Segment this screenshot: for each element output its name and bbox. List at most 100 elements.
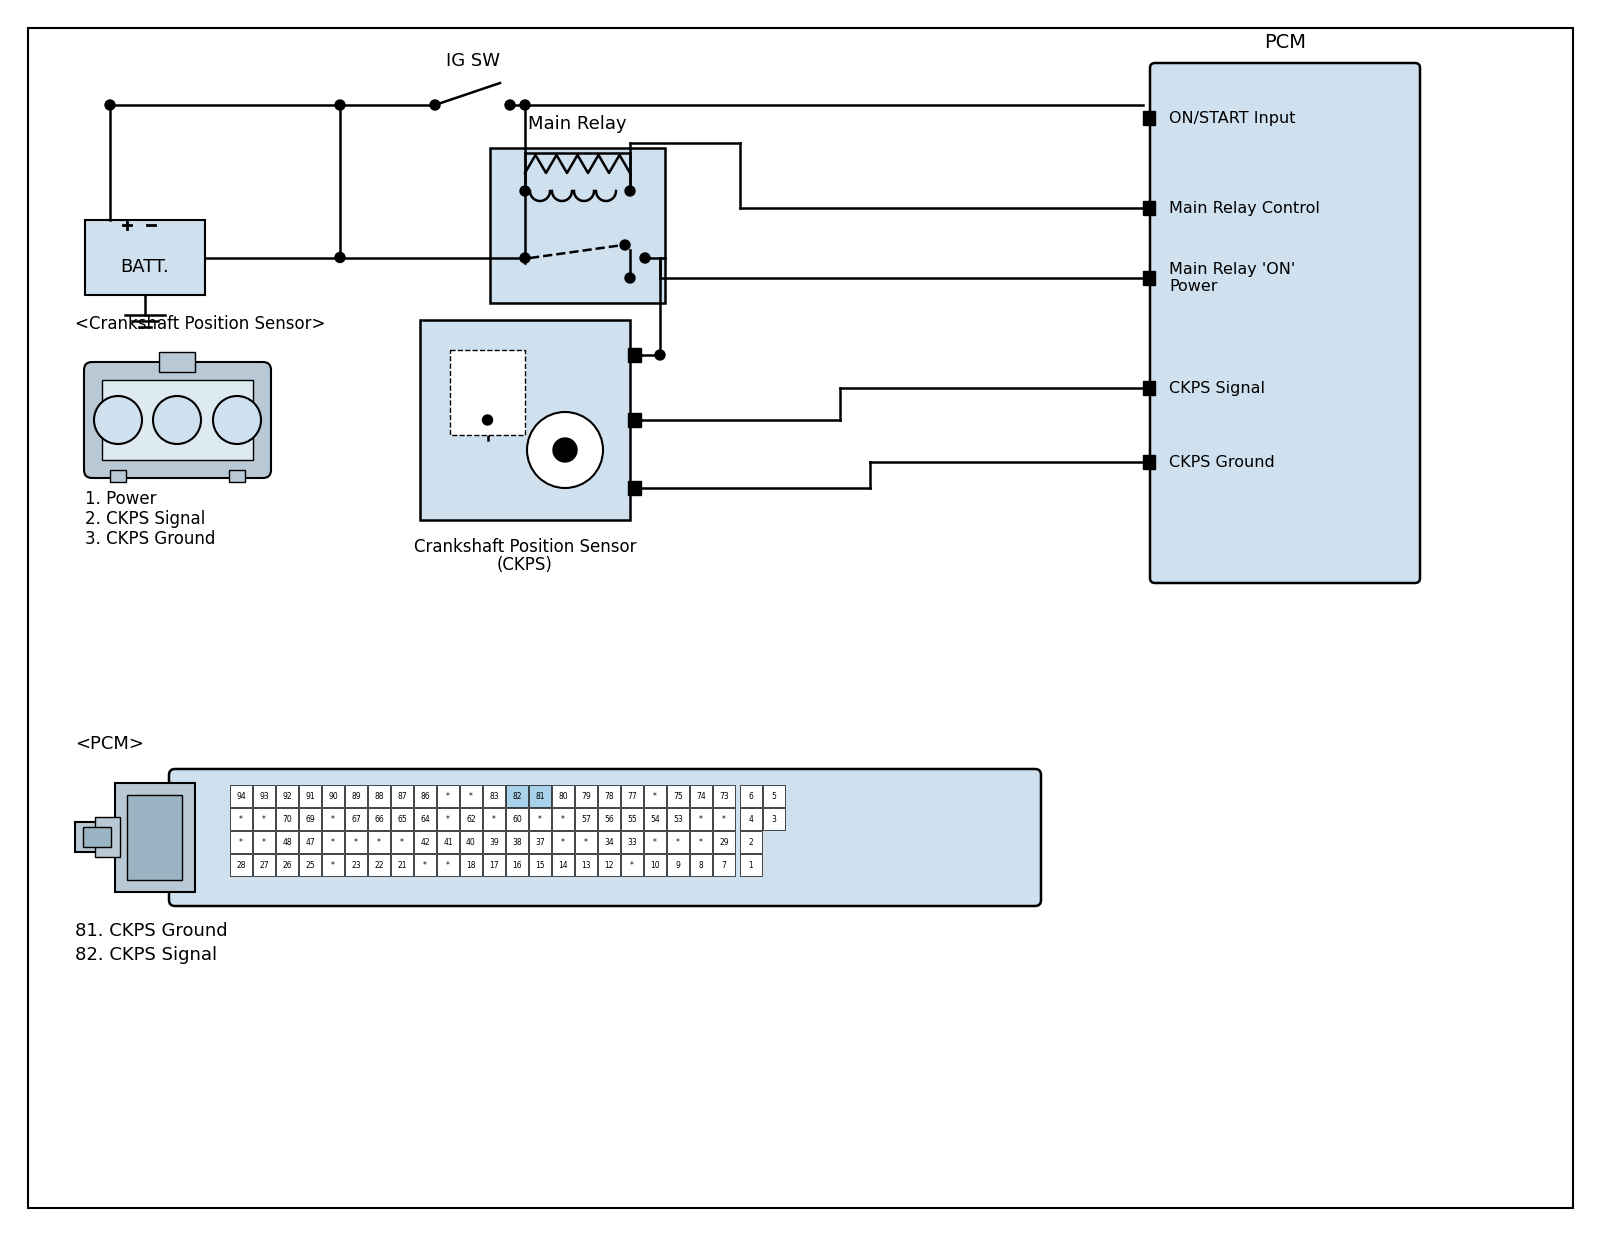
Bar xyxy=(253,808,275,831)
Bar xyxy=(739,854,762,876)
Bar xyxy=(490,148,666,303)
Text: CKPS Ground: CKPS Ground xyxy=(1170,455,1275,470)
Text: 92: 92 xyxy=(282,791,291,801)
Bar xyxy=(115,782,195,892)
Bar xyxy=(368,831,390,853)
Text: 91: 91 xyxy=(306,791,315,801)
Text: 74: 74 xyxy=(696,791,706,801)
Text: 18: 18 xyxy=(466,860,475,869)
Bar xyxy=(346,831,366,853)
Text: 13: 13 xyxy=(581,860,590,869)
Bar xyxy=(1142,381,1155,396)
Bar xyxy=(277,785,298,807)
Text: 82: 82 xyxy=(512,791,522,801)
Text: 21: 21 xyxy=(397,860,406,869)
Text: CKPS Signal: CKPS Signal xyxy=(1170,381,1266,396)
Circle shape xyxy=(626,185,635,197)
Bar xyxy=(621,831,643,853)
Bar xyxy=(627,349,642,362)
Bar xyxy=(322,808,344,831)
Circle shape xyxy=(334,100,346,110)
Bar xyxy=(763,808,786,831)
Bar xyxy=(552,831,574,853)
FancyBboxPatch shape xyxy=(83,362,270,478)
Bar xyxy=(437,785,459,807)
Text: 42: 42 xyxy=(421,838,430,847)
Text: 89: 89 xyxy=(350,791,362,801)
Text: 93: 93 xyxy=(259,791,269,801)
Bar xyxy=(419,320,630,520)
Bar xyxy=(230,831,253,853)
Text: 48: 48 xyxy=(282,838,291,847)
Bar xyxy=(714,785,734,807)
Text: 38: 38 xyxy=(512,838,522,847)
Text: *: * xyxy=(400,838,403,847)
Bar xyxy=(506,831,528,853)
Circle shape xyxy=(506,100,515,110)
Text: 41: 41 xyxy=(443,838,453,847)
Bar xyxy=(574,785,597,807)
Bar xyxy=(552,854,574,876)
Bar xyxy=(414,808,435,831)
Text: *: * xyxy=(538,815,542,823)
Bar xyxy=(461,854,482,876)
Text: *: * xyxy=(378,838,381,847)
Bar xyxy=(368,785,390,807)
Bar xyxy=(414,831,435,853)
Bar xyxy=(414,854,435,876)
Bar xyxy=(530,831,550,853)
Bar xyxy=(552,785,574,807)
Bar xyxy=(667,854,690,876)
Bar xyxy=(483,831,506,853)
Bar xyxy=(574,854,597,876)
Bar xyxy=(574,808,597,831)
Text: 67: 67 xyxy=(350,815,362,823)
Text: 2. CKPS Signal: 2. CKPS Signal xyxy=(85,510,205,528)
Bar xyxy=(1142,455,1155,468)
Bar xyxy=(483,854,506,876)
Bar xyxy=(667,785,690,807)
Bar xyxy=(1142,111,1155,125)
Bar xyxy=(229,470,245,482)
Bar xyxy=(346,785,366,807)
Text: 23: 23 xyxy=(350,860,362,869)
Bar xyxy=(621,808,643,831)
Text: (CKPS): (CKPS) xyxy=(498,556,554,574)
Text: <Crankshaft Position Sensor>: <Crankshaft Position Sensor> xyxy=(75,315,325,332)
Text: *: * xyxy=(446,791,450,801)
Text: 80: 80 xyxy=(558,791,568,801)
Circle shape xyxy=(654,350,666,360)
Circle shape xyxy=(640,253,650,263)
Bar xyxy=(437,808,459,831)
Text: 25: 25 xyxy=(306,860,315,869)
Text: *: * xyxy=(653,791,658,801)
Bar xyxy=(230,808,253,831)
Text: 47: 47 xyxy=(306,838,315,847)
Text: 37: 37 xyxy=(534,838,546,847)
Text: 40: 40 xyxy=(466,838,475,847)
Bar xyxy=(277,808,298,831)
Text: *: * xyxy=(262,815,266,823)
Text: 7: 7 xyxy=(722,860,726,869)
Text: 79: 79 xyxy=(581,791,590,801)
Bar xyxy=(253,831,275,853)
Circle shape xyxy=(483,415,493,425)
Text: 5: 5 xyxy=(771,791,776,801)
Bar xyxy=(299,831,322,853)
Bar xyxy=(437,854,459,876)
Text: PCM: PCM xyxy=(1264,33,1306,52)
Text: *: * xyxy=(630,860,634,869)
Bar xyxy=(621,854,643,876)
Bar xyxy=(322,854,344,876)
Text: Main Relay: Main Relay xyxy=(528,115,627,133)
Bar xyxy=(83,827,110,847)
Bar xyxy=(643,785,666,807)
Bar xyxy=(714,854,734,876)
Bar xyxy=(253,854,275,876)
Text: 22: 22 xyxy=(374,860,384,869)
Text: *: * xyxy=(354,838,358,847)
Text: 62: 62 xyxy=(466,815,475,823)
Circle shape xyxy=(554,438,578,462)
Bar xyxy=(530,808,550,831)
Bar xyxy=(461,785,482,807)
